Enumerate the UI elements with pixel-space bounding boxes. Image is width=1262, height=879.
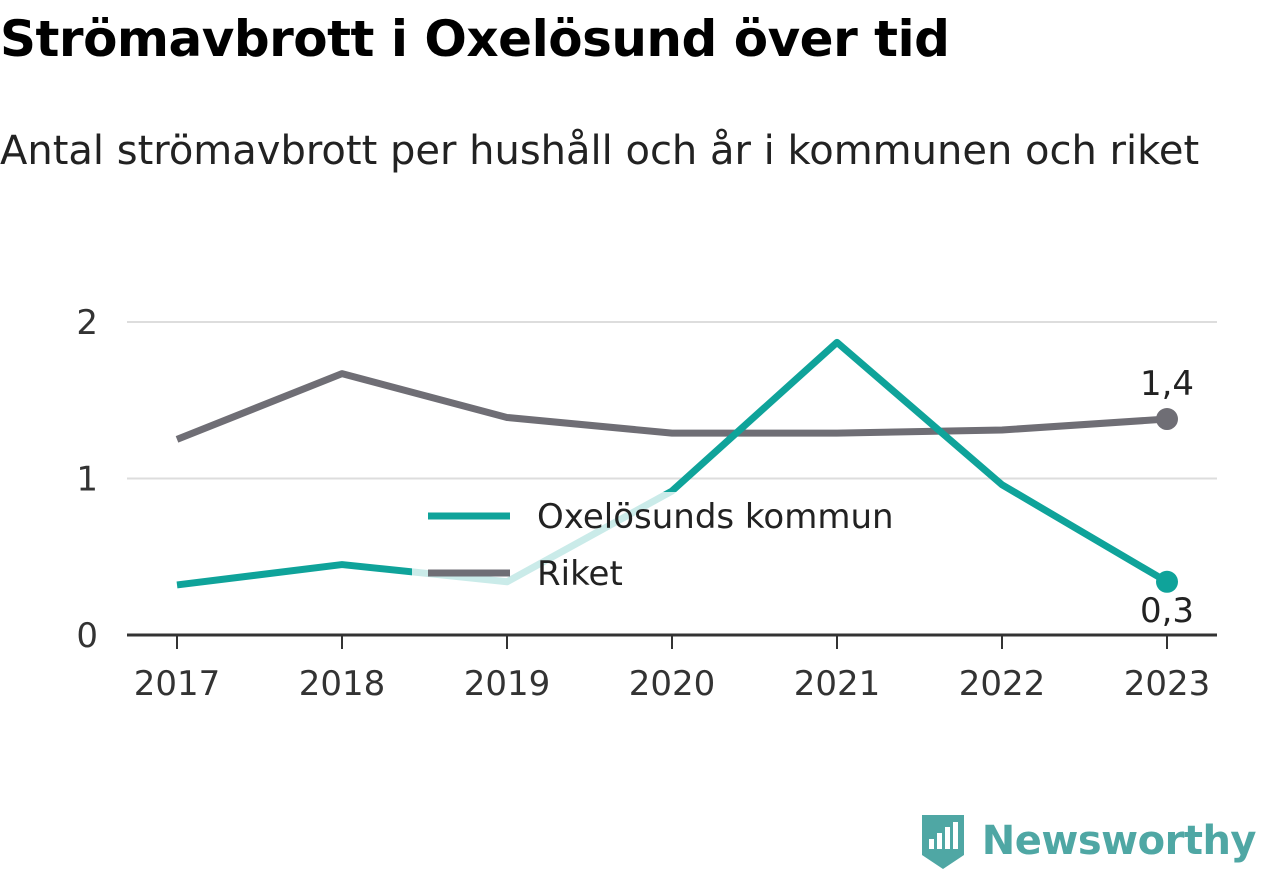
y-axis-labels: 0 1 2: [76, 303, 98, 656]
x-tick-label: 2020: [629, 664, 716, 704]
x-axis: 2017 2018 2019 2020 2021 2022 2023: [127, 633, 1217, 704]
x-tick-label: 2018: [299, 664, 386, 704]
chart-title: Strömavbrott i Oxelösund över tid: [0, 10, 950, 68]
x-tick-label: 2017: [134, 664, 221, 704]
y-tick-label: 0: [76, 616, 98, 656]
series-end-point: [1156, 570, 1178, 593]
x-tick-label: 2022: [959, 664, 1046, 704]
gridlines: [127, 321, 1217, 480]
y-tick-label: 1: [76, 460, 98, 500]
legend-background: [412, 492, 932, 600]
brand-name: Newsworthy: [981, 818, 1257, 864]
series-end-label: 1,4: [1140, 364, 1194, 404]
newsworthy-logo-icon: [921, 815, 964, 869]
x-tick-label: 2023: [1124, 664, 1211, 704]
series-lines: [175, 338, 1178, 593]
series-end-point: [1156, 408, 1178, 431]
legend-label: Oxelösunds kommun: [537, 497, 894, 537]
chart-subtitle: Antal strömavbrott per hushåll och år i …: [0, 128, 1200, 174]
legend: Oxelösunds kommun Riket: [412, 492, 932, 600]
x-tick-label: 2019: [464, 664, 551, 704]
series-line-oxelosund: [176, 338, 1169, 589]
legend-label: Riket: [537, 554, 623, 594]
series-line-riket: [175, 370, 1168, 443]
end-labels: 0,3 1,4: [1140, 364, 1194, 631]
series-end-label: 0,3: [1140, 591, 1194, 631]
y-tick-label: 2: [76, 303, 98, 343]
newsworthy-brand: Newsworthy: [918, 811, 1257, 871]
x-tick-label: 2021: [794, 664, 881, 704]
